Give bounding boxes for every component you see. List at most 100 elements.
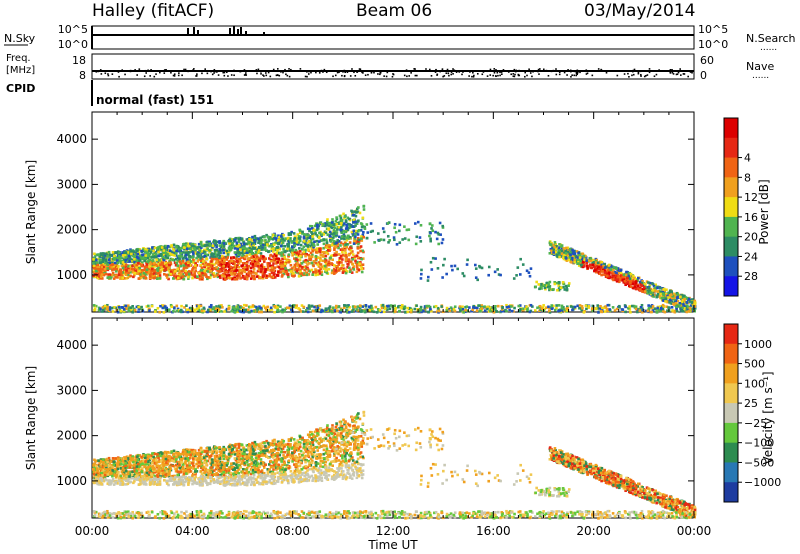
power-cell: [298, 272, 302, 275]
power-cell: [428, 234, 431, 238]
power-cell: [314, 232, 317, 235]
nave-point: [391, 75, 394, 78]
power-cell: [169, 261, 172, 264]
power-cell: [191, 247, 195, 250]
nave-point: [469, 71, 471, 73]
power-cell: [591, 309, 595, 313]
power-cell: [96, 268, 100, 271]
power-cell: [425, 306, 429, 309]
power-cell: [264, 239, 267, 242]
nave-point: [107, 73, 109, 75]
power-cell: [274, 254, 278, 258]
power-cell: [303, 272, 306, 275]
nave-point: [492, 74, 494, 77]
power-cell: [607, 271, 611, 275]
power-cell: [341, 236, 345, 240]
power-cell: [215, 245, 218, 249]
power-cell: [208, 249, 212, 252]
power-cell: [136, 252, 140, 256]
nave-point: [322, 71, 324, 73]
power-cell: [171, 251, 175, 255]
power-cell: [260, 247, 264, 251]
power-cell: [338, 214, 342, 218]
power-cell: [683, 307, 686, 310]
power-cell: [312, 264, 315, 268]
nave-point: [646, 74, 649, 76]
power-cell: [107, 258, 111, 262]
power-cell: [681, 310, 685, 313]
power-cell: [308, 307, 311, 311]
power-cell: [190, 244, 194, 248]
power-cell: [598, 272, 602, 275]
power-cell: [372, 310, 376, 314]
power-cell: [581, 252, 584, 256]
power-cell: [175, 309, 179, 313]
power-cell: [281, 308, 284, 312]
power-cell: [403, 225, 406, 228]
power-cell: [516, 266, 520, 269]
power-cell: [242, 307, 245, 310]
power-cell: [242, 303, 246, 307]
nave-point: [211, 73, 214, 76]
power-cell: [264, 243, 267, 247]
power-cell: [280, 244, 283, 248]
power-cell: [193, 271, 197, 274]
power-cell: [128, 271, 132, 274]
power-cell: [356, 247, 360, 250]
power-cell: [313, 305, 316, 309]
power-cell: [205, 257, 208, 260]
power-cell: [508, 308, 511, 312]
power-cell: [210, 257, 214, 260]
power-cell: [418, 310, 422, 314]
power-cell: [659, 309, 663, 313]
power-cell: [445, 308, 449, 312]
power-cell: [213, 267, 216, 270]
nave-point: [233, 74, 235, 77]
power-cell: [560, 249, 564, 253]
power-cell: [226, 256, 229, 259]
power-cell: [359, 228, 363, 232]
power-cell: [242, 248, 245, 252]
nave-point: [517, 73, 520, 76]
power-cell: [191, 266, 195, 270]
power-cell: [363, 304, 366, 307]
power-cell: [589, 259, 593, 263]
power-cell: [130, 267, 134, 271]
power-cell: [309, 238, 313, 242]
power-cell: [662, 287, 666, 291]
power-cell: [266, 268, 269, 272]
power-cell: [335, 217, 339, 221]
power-cell: [225, 262, 229, 265]
power-cell: [197, 245, 201, 249]
power-cell: [218, 240, 221, 243]
power-cell: [355, 270, 359, 274]
power-cell: [544, 284, 548, 287]
power-cell: [334, 306, 338, 310]
power-cell: [243, 246, 246, 250]
power-cell: [370, 304, 373, 308]
power-cell: [680, 301, 684, 304]
nave-point: [222, 71, 225, 74]
power-cell: [327, 307, 330, 310]
power-cell: [375, 310, 379, 314]
power-cell: [653, 286, 657, 289]
power-cell: [303, 233, 306, 236]
power-cell: [284, 307, 288, 310]
power-cell: [116, 310, 120, 314]
power-cell: [153, 276, 157, 279]
power-cell: [337, 246, 340, 250]
power-cell: [429, 231, 432, 235]
power-cell: [124, 256, 127, 259]
power-cell: [320, 265, 323, 269]
power-cell: [592, 265, 596, 269]
power-cell: [268, 236, 272, 239]
power-cell: [641, 288, 645, 291]
power-cell: [577, 260, 581, 264]
power-cell: [331, 258, 334, 262]
power-cell: [339, 248, 343, 251]
power-cell: [435, 237, 439, 241]
power-cell: [195, 256, 198, 260]
power-cell: [604, 305, 608, 308]
power-cell: [176, 269, 180, 272]
nave-point: [210, 70, 212, 73]
